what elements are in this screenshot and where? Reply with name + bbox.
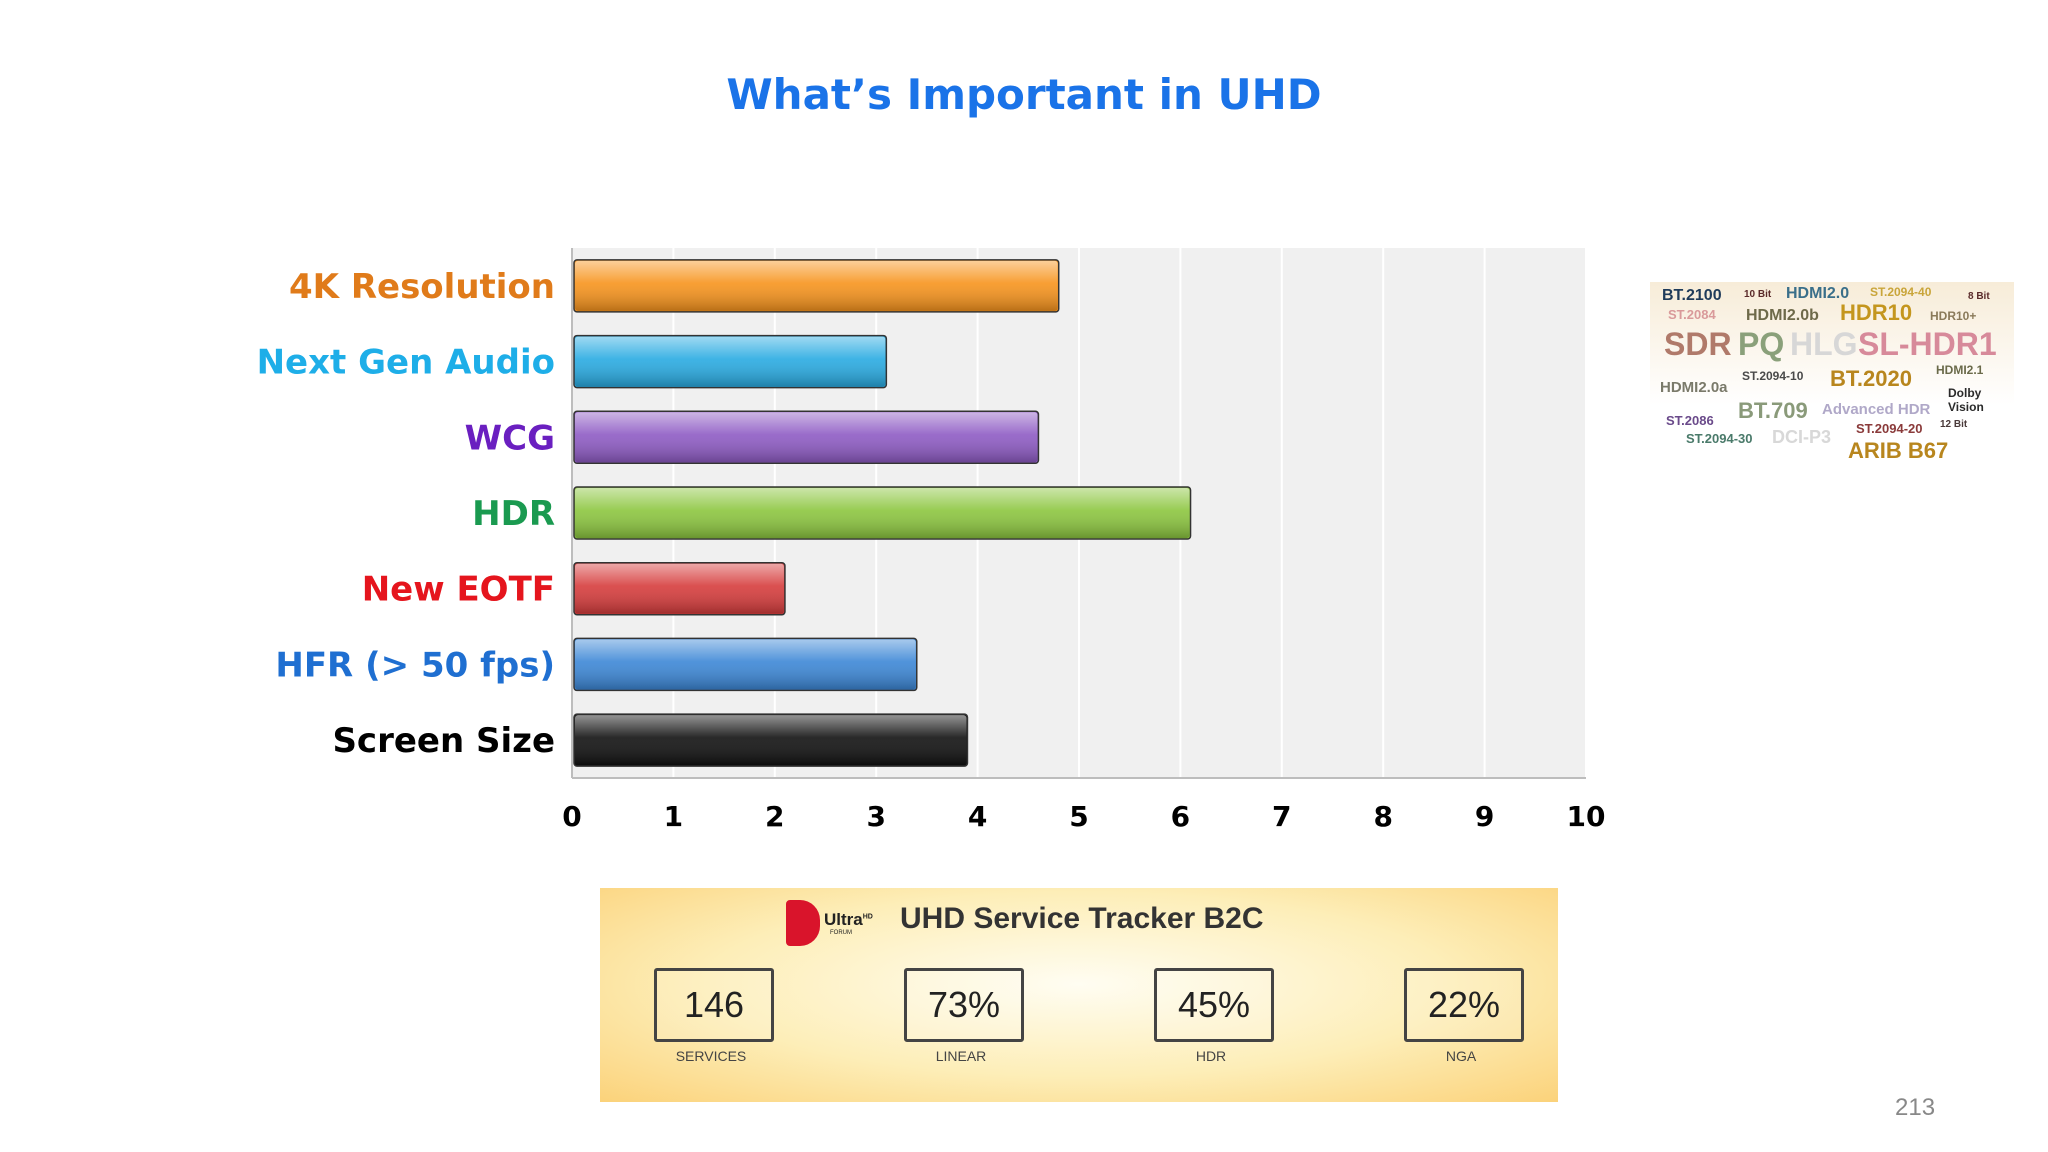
x-tick-label: 8 xyxy=(1373,800,1392,833)
tag-cloud-item: SL-HDR1 xyxy=(1858,326,1997,362)
tag-cloud-item: BT.2100 xyxy=(1662,287,1722,304)
bar-gloss xyxy=(575,412,1038,463)
category-label: HFR (> 50 fps) xyxy=(275,645,555,685)
x-tick-label: 9 xyxy=(1475,800,1494,833)
logo-text: UltraHD xyxy=(824,910,873,929)
category-label: Next Gen Audio xyxy=(257,343,555,383)
tag-cloud-item: 8 Bit xyxy=(1968,291,1990,302)
bar-gloss xyxy=(575,336,886,387)
tag-cloud: BT.2100 10 Bit HDMI2.0 ST.2094-40 8 Bit ST.20… xyxy=(1650,282,2014,462)
bar-gloss xyxy=(575,715,967,766)
x-tick-label: 5 xyxy=(1069,800,1088,833)
stat-services-value: 146 xyxy=(654,968,774,1042)
category-label: WCG xyxy=(465,418,555,458)
tag-cloud-item: HDMI2.0 xyxy=(1786,285,1850,302)
x-tick-label: 6 xyxy=(1171,800,1190,833)
tag-cloud-item: HDMI2.0b xyxy=(1746,307,1819,324)
tag-cloud-item: HLG xyxy=(1790,326,1858,362)
category-label: 4K Resolution xyxy=(289,267,555,307)
tracker-title: UHD Service Tracker B2C xyxy=(900,902,1264,935)
x-tick-label: 0 xyxy=(562,800,581,833)
stat-linear-value: 73% xyxy=(904,968,1024,1042)
tag-cloud-item: HDR10 xyxy=(1840,300,1913,325)
tag-cloud-item: HDMI2.1 xyxy=(1936,363,1984,377)
tag-cloud-item: ST.2094-40 xyxy=(1870,285,1932,299)
x-tick-label: 2 xyxy=(765,800,784,833)
stat-hdr-label: HDR xyxy=(1195,1048,1227,1064)
bar-gloss xyxy=(575,260,1058,311)
x-tick-label: 7 xyxy=(1272,800,1291,833)
tag-cloud-item: PQ xyxy=(1738,326,1785,362)
tag-cloud-item: 10 Bit xyxy=(1744,289,1772,300)
category-label: HDR xyxy=(472,494,555,534)
tag-cloud-item: Dolby Vision xyxy=(1948,386,1984,415)
x-tick-label: 3 xyxy=(866,800,885,833)
category-label: Screen Size xyxy=(332,721,555,761)
tag-cloud-item: HDR10+ xyxy=(1930,309,1977,323)
tag-cloud-item: ST.2094-30 xyxy=(1686,431,1753,446)
uhd-service-tracker: UltraHD FORUM UHD Service Tracker B2C 14… xyxy=(600,888,1558,1102)
slide-title: What’s Important in UHD xyxy=(726,70,1322,119)
logo-mark-icon xyxy=(786,900,820,946)
tag-cloud-item: ST.2094-20 xyxy=(1856,421,1923,436)
bar-gloss xyxy=(575,488,1190,538)
x-tick-label: 1 xyxy=(664,800,683,833)
tag-cloud-item: SDR xyxy=(1664,326,1732,362)
tag-cloud-item: ST.2094-10 xyxy=(1742,369,1804,383)
stat-nga-value: 22% xyxy=(1404,968,1524,1042)
category-label: New EOTF xyxy=(362,570,555,610)
tag-cloud-item: DCI-P3 xyxy=(1772,427,1832,447)
x-tick-label: 4 xyxy=(968,800,987,833)
stat-linear-label: LINEAR xyxy=(935,1048,987,1064)
tag-cloud-item: BT.709 xyxy=(1738,398,1808,423)
stat-hdr-value: 45% xyxy=(1154,968,1274,1042)
tag-cloud-item: BT.2020 xyxy=(1830,366,1912,391)
tag-cloud-item: ST.2084 xyxy=(1668,307,1716,322)
tag-cloud-item: ARIB B67 xyxy=(1848,438,1949,463)
stat-nga-label: NGA xyxy=(1445,1048,1477,1064)
stat-services-label: SERVICES xyxy=(675,1048,747,1064)
logo-sub: FORUM xyxy=(830,930,852,936)
tag-cloud-item: HDMI2.0a xyxy=(1660,379,1728,396)
bar-gloss xyxy=(575,563,784,614)
tag-cloud-item: 12 Bit xyxy=(1940,419,1968,430)
tag-cloud-item: ST.2086 xyxy=(1666,413,1714,428)
ultra-hd-forum-logo: UltraHD FORUM xyxy=(778,900,873,950)
x-tick-label: 10 xyxy=(1567,800,1606,833)
page-number: 213 xyxy=(1895,1094,1936,1121)
tag-cloud-item: Advanced HDR xyxy=(1822,401,1931,418)
bar-gloss xyxy=(575,639,916,690)
